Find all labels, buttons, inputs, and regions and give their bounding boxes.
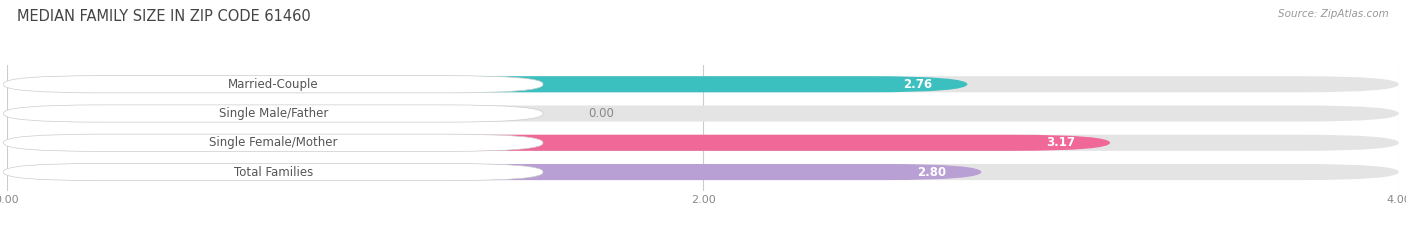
FancyBboxPatch shape [7, 135, 1111, 151]
FancyBboxPatch shape [4, 105, 543, 122]
FancyBboxPatch shape [7, 106, 1399, 122]
Text: Source: ZipAtlas.com: Source: ZipAtlas.com [1278, 9, 1389, 19]
Text: Married-Couple: Married-Couple [228, 78, 319, 91]
Text: 3.17: 3.17 [1046, 136, 1076, 149]
FancyBboxPatch shape [7, 135, 1399, 151]
Text: Single Male/Father: Single Male/Father [218, 107, 328, 120]
FancyBboxPatch shape [4, 134, 543, 151]
FancyBboxPatch shape [7, 164, 1399, 180]
Text: 2.76: 2.76 [904, 78, 932, 91]
FancyBboxPatch shape [7, 76, 1399, 92]
Text: Single Female/Mother: Single Female/Mother [209, 136, 337, 149]
Text: Total Families: Total Families [233, 165, 314, 178]
Text: MEDIAN FAMILY SIZE IN ZIP CODE 61460: MEDIAN FAMILY SIZE IN ZIP CODE 61460 [17, 9, 311, 24]
FancyBboxPatch shape [7, 76, 967, 92]
Text: 0.00: 0.00 [588, 107, 614, 120]
FancyBboxPatch shape [4, 163, 543, 181]
FancyBboxPatch shape [7, 164, 981, 180]
FancyBboxPatch shape [4, 76, 543, 93]
Text: 2.80: 2.80 [918, 165, 946, 178]
